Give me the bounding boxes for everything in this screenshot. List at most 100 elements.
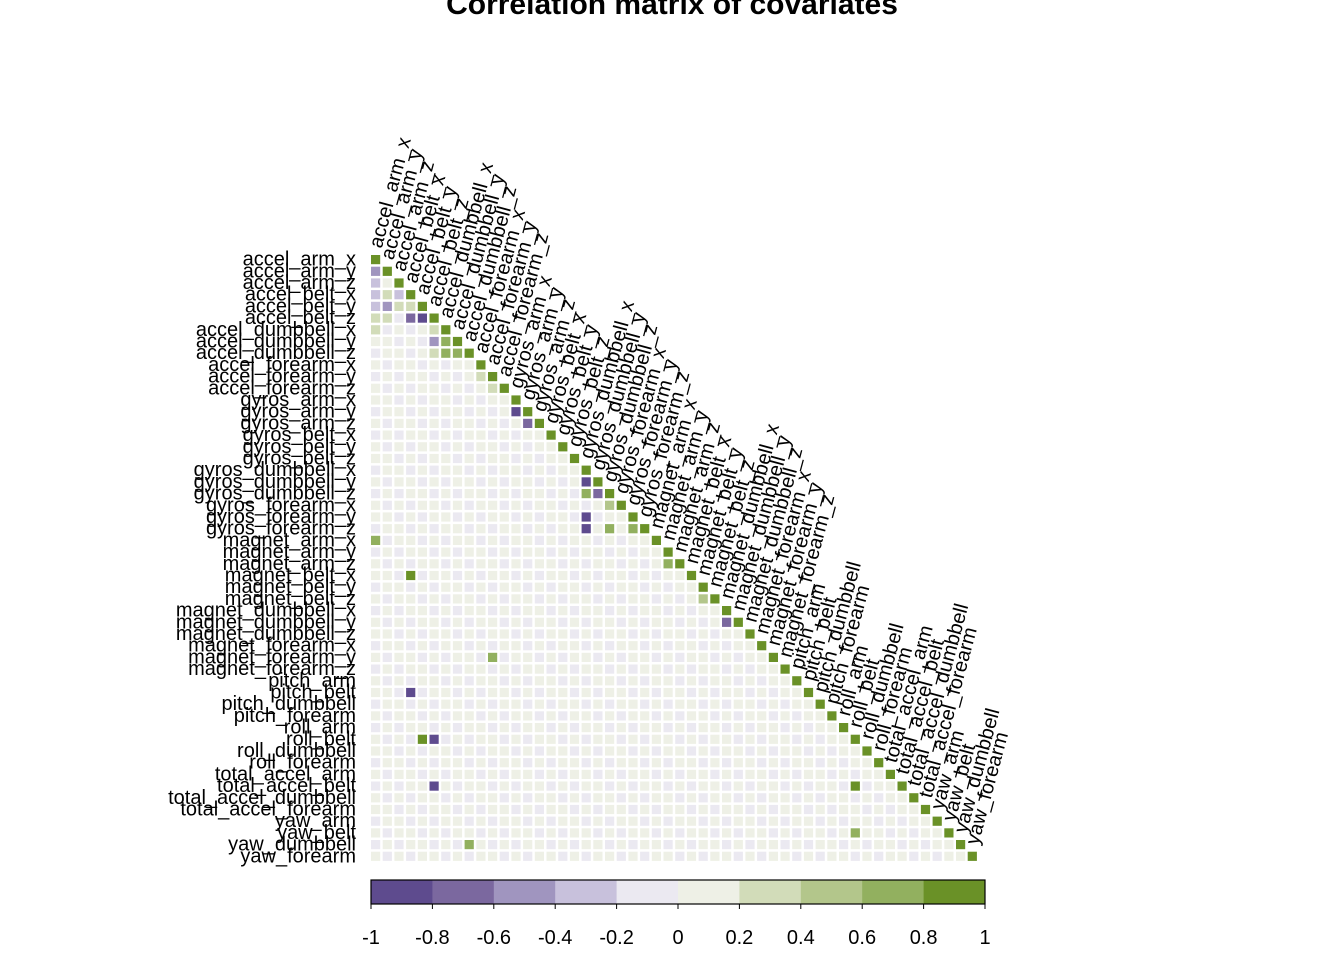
heatmap-cell (476, 793, 486, 803)
heatmap-cell (441, 477, 451, 487)
row-label: magnet_forearm_x (188, 635, 356, 657)
heatmap-cell (476, 547, 486, 557)
heatmap-cell (464, 489, 474, 499)
heatmap-cell (663, 793, 673, 803)
heatmap-cell (406, 582, 416, 592)
heatmap-cell (441, 383, 451, 393)
heatmap-cell (558, 699, 568, 709)
heatmap-cell (382, 430, 392, 440)
heatmap-cell (616, 512, 626, 522)
heatmap-cell (909, 840, 919, 850)
heatmap-cell (569, 559, 580, 569)
heatmap-cell (593, 547, 603, 557)
heatmap-cell (651, 606, 661, 616)
heatmap-cell (546, 652, 556, 662)
heatmap-cell (382, 266, 392, 276)
heatmap-cell (476, 582, 486, 592)
heatmap-cell (628, 652, 638, 662)
heatmap-cell (698, 840, 708, 850)
heatmap-cell (429, 582, 439, 592)
heatmap-cell (452, 360, 463, 370)
heatmap-cell (534, 641, 544, 651)
heatmap-cell (371, 828, 381, 838)
heatmap-cell (780, 793, 790, 803)
heatmap-cell (476, 699, 486, 709)
heatmap-cell (605, 793, 615, 803)
heatmap-cell (686, 851, 697, 861)
heatmap-cell (382, 442, 392, 452)
heatmap-cell (839, 840, 849, 850)
heatmap-cell (757, 687, 767, 698)
heatmap-cell (452, 816, 463, 826)
heatmap-cell (651, 629, 661, 639)
heatmap-cell (394, 652, 404, 662)
heatmap-cell (920, 828, 931, 838)
heatmap-cell (406, 559, 416, 569)
heatmap-cell (663, 851, 673, 861)
heatmap-cell (464, 559, 474, 569)
heatmap-cell (640, 793, 650, 803)
heatmap-cell (546, 512, 556, 522)
heatmap-cell (581, 758, 591, 768)
heatmap-cell (417, 840, 427, 850)
heatmap-cell (511, 687, 521, 698)
heatmap-cell (441, 372, 451, 382)
heatmap-cell (605, 500, 615, 510)
heatmap-cell (581, 652, 591, 662)
heatmap-cell (417, 442, 427, 452)
heatmap-cell (581, 711, 591, 721)
heatmap-cell (640, 606, 650, 616)
heatmap-cell (569, 816, 580, 826)
heatmap-cell (710, 828, 720, 838)
heatmap-cell (406, 535, 416, 545)
heatmap-cell (452, 500, 463, 510)
heatmap-cell (417, 383, 427, 393)
heatmap-cell (464, 606, 474, 616)
heatmap-cell (429, 570, 439, 581)
row-label: total_accel_arm (215, 763, 356, 785)
heatmap-cell (429, 348, 439, 358)
heatmap-cell (534, 851, 544, 861)
heatmap-cell (733, 723, 743, 733)
heatmap-cell (464, 477, 474, 487)
row-label: gyros_dumbbell_z (194, 483, 356, 505)
heatmap-cell (686, 816, 697, 826)
heatmap-cell (722, 652, 732, 662)
heatmap-cell (417, 758, 427, 768)
heatmap-cell (511, 734, 521, 744)
heatmap-cell (663, 758, 673, 768)
heatmap-cell (733, 652, 743, 662)
heatmap-cell (417, 407, 427, 417)
heatmap-cell (780, 828, 790, 838)
heatmap-cell (605, 535, 615, 545)
heatmap-cell (441, 676, 451, 686)
legend-swatch (678, 880, 740, 904)
heatmap-cell (476, 606, 486, 616)
heatmap-cell (441, 465, 451, 475)
heatmap-cell (546, 489, 556, 499)
heatmap-cell (488, 372, 498, 382)
heatmap-cell (476, 430, 486, 440)
heatmap-cell (476, 407, 486, 417)
heatmap-cell (523, 687, 533, 698)
heatmap-cell (698, 816, 708, 826)
heatmap-cell (476, 804, 486, 815)
heatmap-cell (382, 524, 392, 534)
heatmap-cell (511, 465, 521, 475)
heatmap-cell (616, 781, 626, 791)
heatmap-cell (394, 804, 404, 815)
heatmap-cell (429, 664, 439, 674)
heatmap-cell (862, 816, 872, 826)
row-label: accel_belt_z (245, 307, 356, 329)
row-label: magnet_arm_z (223, 553, 356, 575)
heatmap-cell (675, 711, 685, 721)
heatmap-cell (534, 699, 544, 709)
heatmap-cell (757, 723, 767, 733)
heatmap-cell (698, 687, 708, 698)
heatmap-cell (698, 641, 708, 651)
heatmap-cell (581, 641, 591, 651)
heatmap-cell (452, 524, 463, 534)
heatmap-cell (499, 816, 509, 826)
heatmap-cell (663, 617, 673, 627)
heatmap-cell (406, 828, 416, 838)
